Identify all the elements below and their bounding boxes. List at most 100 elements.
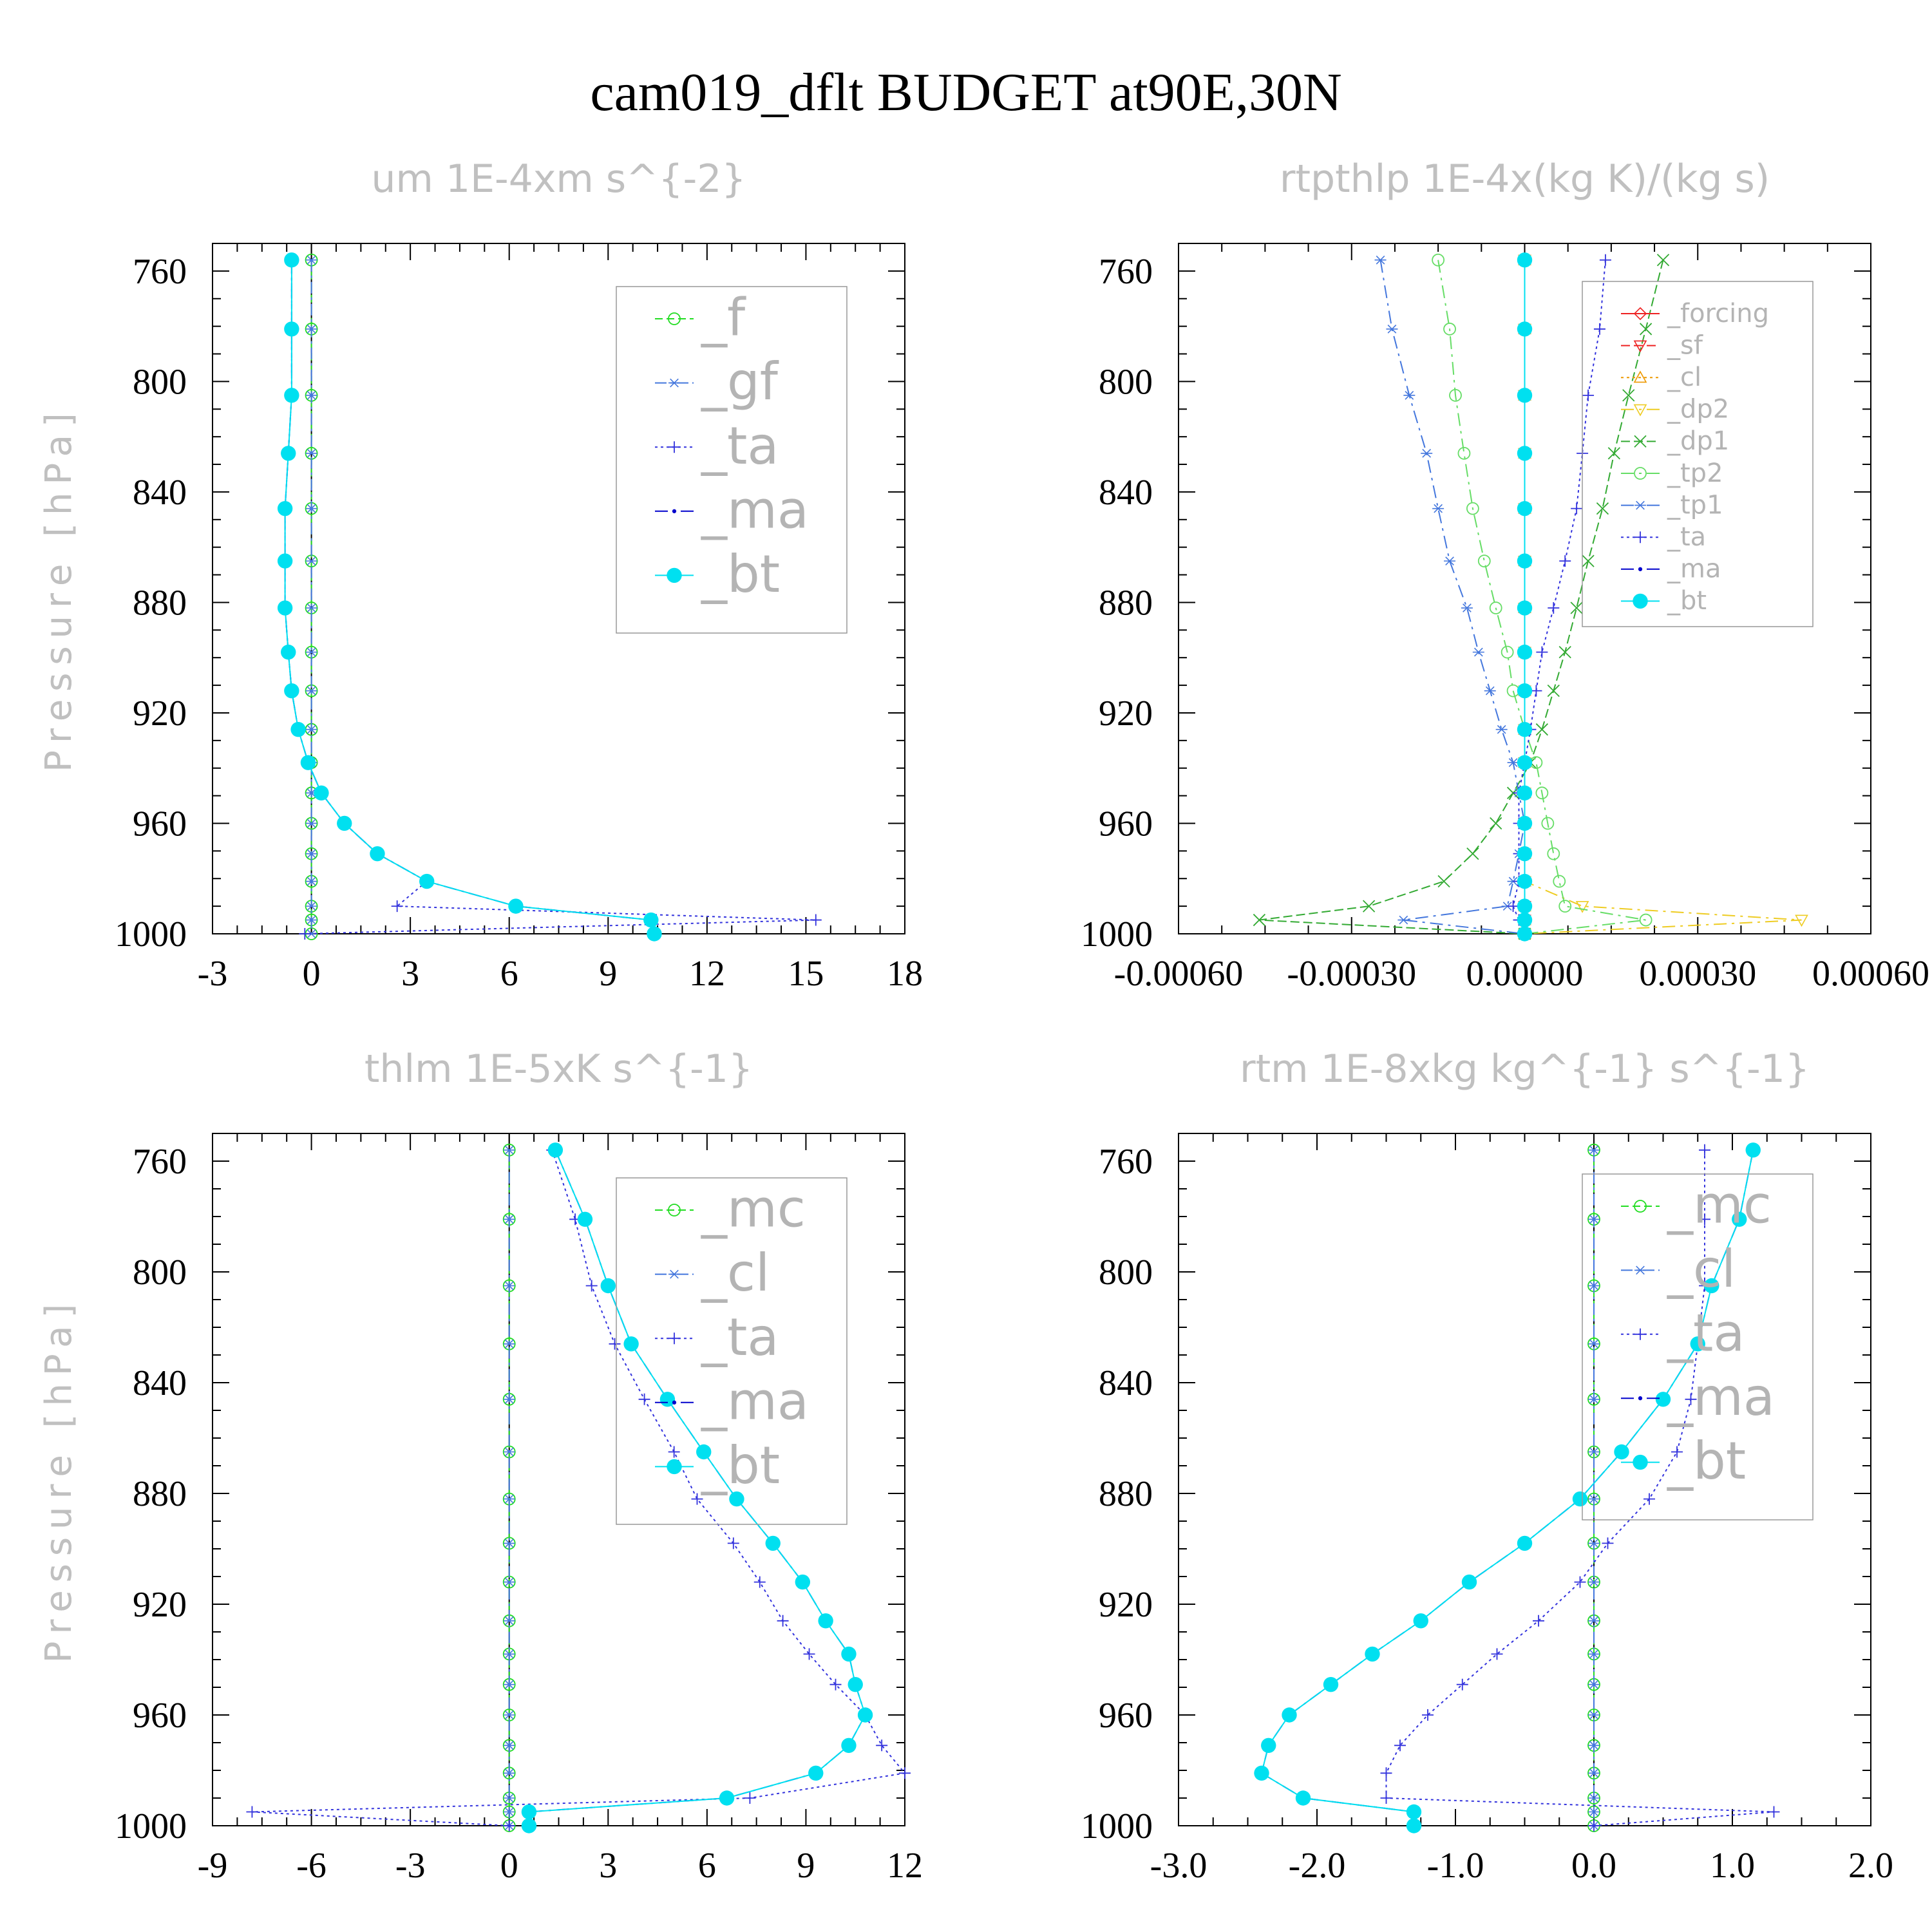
data-point <box>1406 1818 1422 1833</box>
data-point <box>1553 875 1566 888</box>
data-point <box>305 647 317 657</box>
data-point <box>1588 1820 1600 1832</box>
data-point <box>1466 502 1479 515</box>
data-point <box>547 1142 564 1158</box>
x-tick-label: 12 <box>887 1846 923 1886</box>
data-point <box>1456 1678 1468 1690</box>
y-axis-label: Pressure [hPa] <box>38 1296 80 1663</box>
data-point <box>1541 817 1555 830</box>
legend-label: _bt <box>701 1435 780 1495</box>
data-point <box>1437 875 1450 888</box>
data-point <box>1622 389 1635 402</box>
data-point <box>1588 1447 1600 1457</box>
data-point <box>1517 252 1533 268</box>
data-point <box>1614 1444 1629 1460</box>
data-point <box>1507 900 1519 913</box>
data-point <box>1633 370 1647 383</box>
x-tick-label: 2.0 <box>1848 1846 1893 1886</box>
data-point <box>1477 554 1491 568</box>
data-point <box>1517 683 1533 699</box>
data-point <box>314 785 329 801</box>
data-point <box>1535 786 1549 800</box>
data-point <box>1795 914 1808 927</box>
data-point <box>1380 1767 1392 1779</box>
data-point <box>503 1649 515 1659</box>
data-point <box>1588 1680 1600 1689</box>
data-point <box>672 509 677 513</box>
x-tick-label: -2.0 <box>1289 1846 1346 1886</box>
x-tick-label: -3.0 <box>1150 1846 1208 1886</box>
data-point <box>521 1804 537 1820</box>
data-point <box>1517 785 1533 801</box>
data-point <box>1535 723 1549 736</box>
chart-panel: thlm 1E-5xK s^{-1} Pressure [hPa] 760 800 84… <box>38 1046 923 1886</box>
data-point <box>1443 323 1456 336</box>
x-tick-label: -6 <box>296 1846 327 1886</box>
data-point <box>667 1459 682 1475</box>
legend-label: _sf <box>1667 330 1703 360</box>
data-point <box>777 1615 789 1627</box>
data-point <box>337 815 352 831</box>
data-point <box>1461 1574 1477 1590</box>
data-point <box>419 873 435 889</box>
data-point <box>719 1790 735 1806</box>
data-point <box>1634 500 1646 510</box>
data-point <box>1633 307 1647 321</box>
data-point <box>1596 502 1609 515</box>
data-point <box>277 600 293 616</box>
data-point <box>841 1646 857 1662</box>
data-point <box>1517 446 1533 461</box>
data-point <box>1517 873 1533 889</box>
data-point <box>600 1278 616 1294</box>
data-point <box>503 1577 515 1587</box>
x-tick-label: -1.0 <box>1427 1846 1484 1886</box>
y-axis-label: Pressure [hPa] <box>38 405 80 772</box>
data-point <box>1547 685 1560 697</box>
series-line <box>1437 260 1646 934</box>
chart-panel: um 1E-4xm s^{-2} Pressure [hPa] 760 800 840 8… <box>38 156 923 994</box>
data-point <box>609 1338 621 1350</box>
data-point <box>638 1393 650 1405</box>
x-tick-label: -0.00060 <box>1114 954 1244 994</box>
data-point <box>1533 1615 1544 1627</box>
data-point <box>277 553 293 569</box>
y-tick-label: 760 <box>133 252 187 292</box>
data-point <box>841 1738 857 1753</box>
data-point <box>305 876 317 886</box>
series-line <box>1379 260 1526 934</box>
data-point <box>1530 685 1542 697</box>
x-tick-label: -3 <box>395 1846 426 1886</box>
data-point <box>753 1576 766 1588</box>
data-point <box>1634 467 1647 480</box>
data-point <box>246 1806 258 1818</box>
data-point <box>305 915 317 925</box>
data-point <box>503 1215 515 1224</box>
y-tick-label: 800 <box>133 362 187 402</box>
data-point <box>1253 913 1266 927</box>
data-point <box>305 325 317 334</box>
y-tick-label: 920 <box>133 1585 187 1625</box>
data-point <box>305 390 317 400</box>
data-point <box>1593 323 1605 335</box>
legend-label: _bt <box>701 544 780 604</box>
x-tick-label: 0.00030 <box>1639 954 1756 994</box>
data-point <box>1517 553 1533 569</box>
legend-label: _ta <box>1667 1303 1745 1363</box>
data-point <box>503 1394 515 1404</box>
data-point <box>765 1535 781 1551</box>
data-point <box>305 556 317 565</box>
x-tick-label: 15 <box>788 954 824 994</box>
data-point <box>585 1280 598 1292</box>
y-tick-label: 880 <box>1099 583 1153 623</box>
data-point <box>1559 555 1571 567</box>
series-line <box>252 1150 906 1826</box>
data-point <box>691 1493 703 1505</box>
data-point <box>1323 1677 1339 1692</box>
y-tick-label: 920 <box>1099 694 1153 734</box>
legend-label: _bt <box>1667 586 1707 616</box>
legend-label: _f <box>701 288 746 348</box>
y-tick-label: 880 <box>133 583 187 623</box>
data-point <box>281 446 296 461</box>
data-point <box>1517 388 1533 403</box>
data-point <box>1575 901 1589 913</box>
